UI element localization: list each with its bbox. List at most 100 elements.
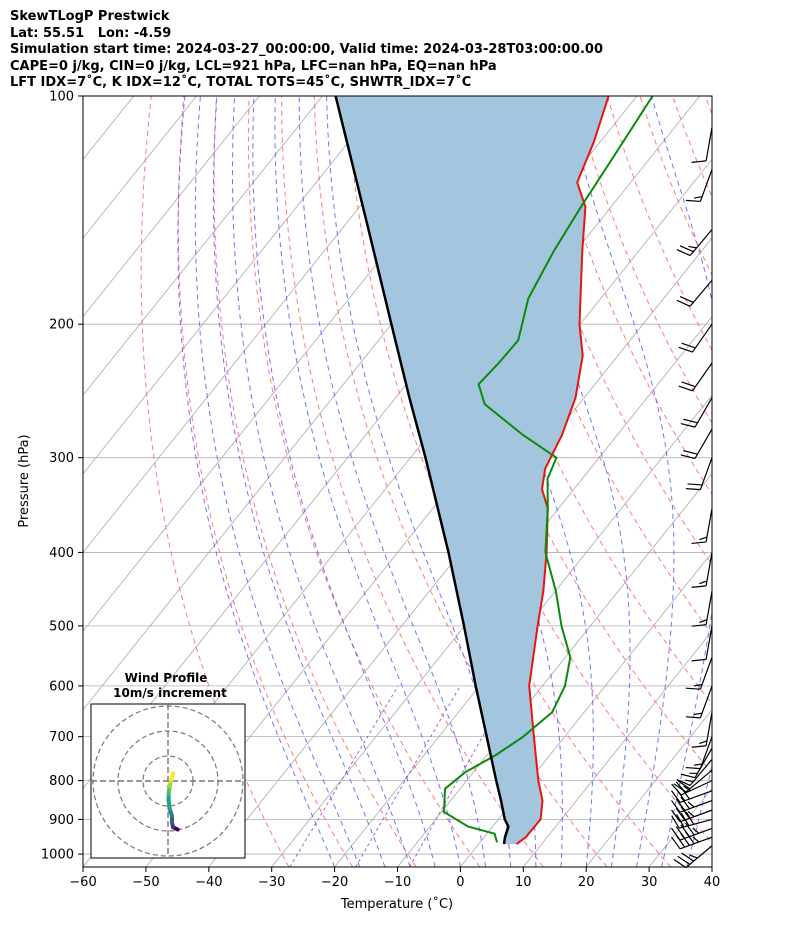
- barb-feather: [694, 683, 703, 687]
- x-axis-label: Temperature (˚C): [340, 896, 453, 912]
- barb-feather: [676, 299, 691, 307]
- isotherm: [648, 787, 712, 867]
- wind-barb: [685, 657, 713, 690]
- mixing-ratio-line: [355, 685, 461, 867]
- mixing-ratio-line: [289, 685, 399, 867]
- barb-feather: [694, 196, 703, 199]
- moist-adiabat: [232, 96, 411, 867]
- wind-barb: [691, 552, 713, 589]
- x-tick-label: 10: [515, 875, 532, 890]
- y-tick-label: 600: [49, 679, 74, 694]
- y-tick-label: 400: [49, 546, 74, 561]
- wind-barb: [676, 279, 713, 307]
- barb-staff: [705, 127, 713, 161]
- index-line: LFT IDX=7˚C, K IDX=12˚C, TOTAL TOTS=45˚C…: [10, 75, 472, 90]
- isotherm: [585, 709, 712, 867]
- barb-feather: [673, 783, 687, 793]
- barb-feather: [671, 827, 681, 841]
- barb-feather: [679, 245, 694, 253]
- y-tick-label: 1000: [41, 848, 74, 863]
- y-tick-label: 700: [49, 730, 74, 745]
- barb-staff: [679, 836, 713, 850]
- barb-feather: [685, 779, 694, 783]
- x-tick-label: 0: [456, 875, 464, 890]
- barb-staff: [689, 279, 713, 307]
- wind-barb: [685, 736, 713, 770]
- dry-adiabat: [704, 96, 712, 116]
- barb-feather: [680, 806, 690, 819]
- isotherm: [83, 96, 197, 239]
- moist-adiabat: [298, 96, 487, 867]
- barb-staff: [705, 625, 713, 660]
- barb-feather: [671, 815, 680, 829]
- x-tick-label: −60: [69, 875, 96, 890]
- barb-feather: [677, 780, 691, 790]
- barb-staff: [705, 508, 713, 543]
- barb-feather: [685, 822, 695, 836]
- isotherm: [83, 96, 323, 396]
- cape-line: CAPE=0 j/kg, CIN=0 j/kg, LCL=921 hPa, LF…: [10, 58, 497, 74]
- barb-feather: [685, 716, 701, 719]
- barb-staff: [694, 428, 713, 459]
- barb-feather: [681, 342, 696, 349]
- barb-staff: [705, 712, 713, 746]
- barb-staff: [705, 591, 713, 625]
- barb-staff: [694, 747, 713, 778]
- moist-adiabat: [194, 96, 361, 867]
- wind-barbs: [671, 127, 713, 869]
- barb-staff: [699, 657, 713, 690]
- barb-staff: [679, 827, 713, 841]
- barb-staff: [699, 736, 713, 769]
- barb-feather: [687, 801, 695, 808]
- barb-feather: [691, 160, 707, 163]
- barb-staff: [680, 780, 713, 796]
- barb-staff: [679, 809, 713, 823]
- barb-feather: [685, 199, 701, 203]
- isotherm: [460, 551, 712, 867]
- barb-staff: [705, 552, 713, 587]
- moist-adiabat: [177, 96, 336, 867]
- barb-feather: [699, 536, 708, 541]
- isotherm: [83, 96, 260, 318]
- barb-feather: [691, 624, 707, 627]
- wind-barb: [671, 796, 713, 813]
- barb-staff: [689, 229, 713, 256]
- barb-feather: [699, 619, 708, 624]
- barb-feather: [680, 796, 690, 810]
- dry-adiabat: [574, 96, 712, 424]
- wind-barb: [676, 758, 713, 786]
- barb-staff: [689, 758, 713, 786]
- barb-feather: [691, 541, 707, 545]
- wind-barb: [685, 169, 713, 203]
- x-tick-label: −30: [258, 875, 285, 890]
- isotherm: [334, 394, 712, 867]
- barb-feather: [691, 745, 707, 748]
- barb-staff: [685, 845, 713, 869]
- wind-barb: [673, 769, 713, 793]
- barb-feather: [692, 836, 700, 843]
- barb-feather: [678, 385, 693, 392]
- barb-feather: [699, 740, 708, 745]
- wind-barb: [678, 362, 713, 392]
- barb-staff: [692, 323, 713, 353]
- barb-feather: [685, 687, 701, 690]
- barb-feather: [673, 858, 687, 869]
- barb-feather: [680, 423, 696, 428]
- barb-staff: [679, 800, 713, 813]
- y-tick-label: 300: [49, 451, 74, 466]
- dry-adiabat: [177, 96, 353, 867]
- barb-feather: [680, 454, 696, 460]
- barb-feather: [694, 712, 703, 716]
- isotherm: [83, 96, 386, 475]
- barb-feather: [691, 658, 707, 662]
- barb-staff: [699, 169, 713, 202]
- dry-adiabat: [672, 96, 712, 198]
- barb-staff: [692, 362, 713, 392]
- x-tick-label: −20: [321, 875, 348, 890]
- wind-barb: [691, 508, 713, 545]
- barb-feather: [671, 783, 682, 796]
- moist-adiabat: [686, 764, 712, 867]
- barb-staff: [679, 790, 713, 803]
- dry-adiabat: [247, 96, 481, 867]
- barb-feather: [680, 773, 696, 779]
